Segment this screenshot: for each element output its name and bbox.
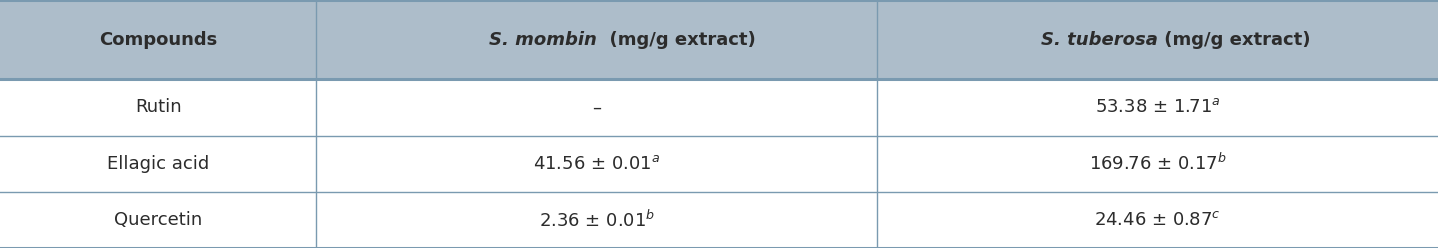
Text: 2.36 ± 0.01$^{b}$: 2.36 ± 0.01$^{b}$	[539, 209, 654, 230]
Text: Rutin: Rutin	[135, 98, 181, 117]
Text: 53.38 ± 1.71$^{a}$: 53.38 ± 1.71$^{a}$	[1094, 98, 1221, 117]
Bar	[0, 0, 316, 79]
Bar	[0, 79, 1438, 136]
Text: Ellagic acid: Ellagic acid	[106, 155, 210, 173]
Text: (mg/g extract): (mg/g extract)	[597, 31, 755, 49]
Text: S. tuberosa: S. tuberosa	[1041, 31, 1158, 49]
Text: –: –	[592, 98, 601, 117]
Text: (mg/g extract): (mg/g extract)	[1158, 31, 1310, 49]
Text: 24.46 ± 0.87$^{c}$: 24.46 ± 0.87$^{c}$	[1094, 211, 1221, 229]
Bar	[0, 192, 1438, 248]
Bar	[316, 0, 877, 79]
Text: S. mombin: S. mombin	[489, 31, 597, 49]
Text: Compounds: Compounds	[99, 31, 217, 49]
Bar	[0, 136, 1438, 192]
Text: Quercetin: Quercetin	[114, 211, 203, 229]
Text: 169.76 ± 0.17$^{b}$: 169.76 ± 0.17$^{b}$	[1089, 153, 1227, 174]
Text: 41.56 ± 0.01$^{a}$: 41.56 ± 0.01$^{a}$	[533, 155, 660, 173]
Bar	[877, 0, 1438, 79]
